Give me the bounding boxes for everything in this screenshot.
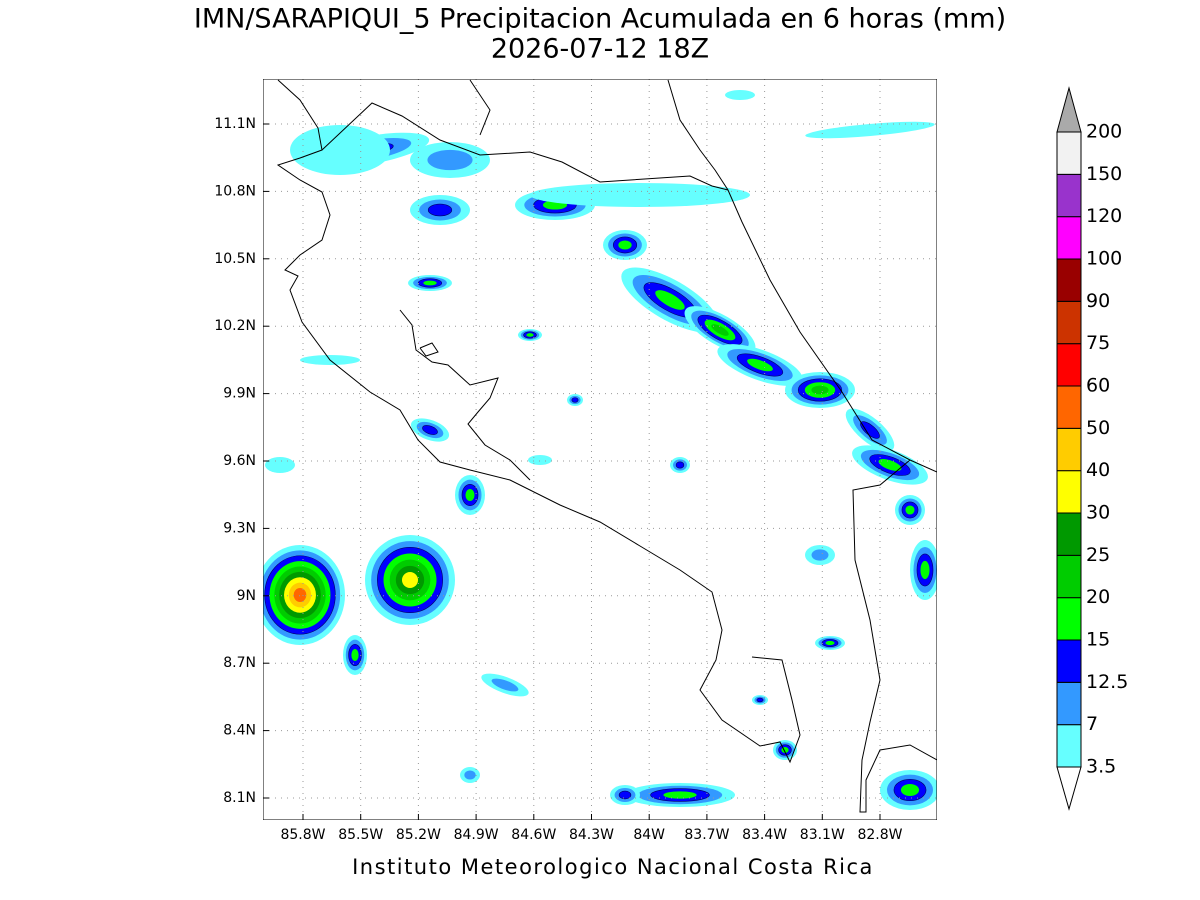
subtitle: 2026-07-12 18Z <box>491 34 709 65</box>
lat-label: 9.6N <box>223 453 256 469</box>
colorbar-segment <box>1056 681 1082 726</box>
colorbar-over <box>1056 86 1082 133</box>
precip-contour <box>900 783 920 797</box>
colorbar-segment <box>1056 385 1082 429</box>
colorbar-segment <box>1056 639 1082 683</box>
lat-label: 10.5N <box>214 251 256 267</box>
precip-contour <box>655 290 685 310</box>
precip-contour <box>811 385 829 395</box>
lon-label: 83.4W <box>742 827 787 843</box>
precip-contour <box>571 397 579 403</box>
precip-contour <box>427 203 453 217</box>
precip-contour <box>465 488 475 502</box>
colorbar-label: 30 <box>1086 502 1110 524</box>
colorbar-label: 100 <box>1086 248 1122 270</box>
colorbar: 3.5 7 12.5 15 20 25 30 40 50 60 75 90 100 120 150 200 <box>1056 86 1128 811</box>
precip-contour <box>711 324 729 336</box>
precip-contour <box>825 640 835 646</box>
lon-label: 83.1W <box>800 827 845 843</box>
lat-label: 11.1N <box>214 116 256 132</box>
precip-contour <box>725 90 755 100</box>
lon-label: 84.9W <box>454 827 499 843</box>
precip-contour <box>401 571 419 589</box>
precip-contour <box>526 333 534 337</box>
precip-contour <box>618 790 632 800</box>
precip-contour <box>528 455 552 465</box>
title: IMN/SARAPIQUI_5 Precipitacion Acumulada … <box>194 4 1006 35</box>
colorbar-label: 15 <box>1086 629 1110 651</box>
colorbar-segment <box>1056 512 1082 556</box>
colorbar-segment <box>1056 724 1082 768</box>
colorbar-label: 150 <box>1086 163 1122 185</box>
precip-contour <box>530 183 750 207</box>
colorbar-segment <box>1056 173 1082 218</box>
lon-label: 83.7W <box>684 827 729 843</box>
graticule: 11.1N 10.8N 10.5N 10.2N 9.9N 9.6N 9.3N 9N 8.7N 8.… <box>214 79 937 843</box>
colorbar-label: 120 <box>1086 205 1122 227</box>
colorbar-segment <box>1056 343 1082 387</box>
precip-contour <box>265 457 295 473</box>
colorbar-label: 25 <box>1086 544 1110 566</box>
footer: Instituto Meteorologico Nacional Costa R… <box>352 855 874 879</box>
colorbar-label: 60 <box>1086 375 1110 397</box>
precip-contour <box>905 505 915 515</box>
coastlines <box>263 79 937 820</box>
lon-label: 85.8W <box>280 827 325 843</box>
lat-label: 9.9N <box>223 386 256 402</box>
lon-label: 84W <box>633 827 665 843</box>
precip-contour <box>618 240 632 250</box>
lat-label: 10.2N <box>214 318 256 334</box>
colorbar-segment <box>1056 258 1082 302</box>
colorbar-label: 50 <box>1086 417 1110 439</box>
precip-contour <box>293 588 307 602</box>
lat-label: 10.8N <box>214 183 256 199</box>
precip-contour <box>675 461 685 469</box>
precip-contour <box>878 459 902 471</box>
lon-label: 84.6W <box>511 827 556 843</box>
precip-contour <box>351 648 359 662</box>
precip-contour <box>811 549 829 561</box>
lon-label: 85.5W <box>338 827 383 843</box>
colorbar-under <box>1056 766 1082 811</box>
precip-contour <box>427 149 473 171</box>
colorbar-segment <box>1056 597 1082 641</box>
precip-contour <box>290 125 390 175</box>
colorbar-label: 75 <box>1086 332 1110 354</box>
precipitation-field <box>263 90 937 810</box>
colorbar-label: 200 <box>1086 121 1122 143</box>
precip-contour <box>491 678 519 692</box>
precip-contour <box>920 560 930 580</box>
lon-label: 82.8W <box>857 827 902 843</box>
colorbar-segment <box>1056 427 1082 472</box>
precip-contour <box>464 770 476 780</box>
lat-label: 8.7N <box>223 655 256 671</box>
precip-contour <box>422 425 438 435</box>
colorbar-label: 90 <box>1086 290 1110 312</box>
precip-contour <box>805 121 935 139</box>
precip-contour <box>747 358 773 372</box>
colorbar-segment <box>1056 300 1082 345</box>
colorbar-label: 12.5 <box>1086 671 1128 693</box>
colorbar-segment <box>1056 216 1082 260</box>
lat-label: 9.3N <box>223 520 256 536</box>
lat-label: 8.1N <box>223 790 256 806</box>
precip-contour <box>756 697 764 703</box>
colorbar-label: 3.5 <box>1086 756 1116 778</box>
lon-label: 84.3W <box>569 827 614 843</box>
colorbar-segment <box>1056 470 1082 514</box>
colorbar-label: 20 <box>1086 586 1110 608</box>
colorbar-label: 7 <box>1086 713 1098 735</box>
precip-contour <box>423 280 437 286</box>
colorbar-segment <box>1056 554 1082 599</box>
lat-label: 8.4N <box>223 723 256 739</box>
precip-contour <box>663 791 697 799</box>
colorbar-label: 40 <box>1086 459 1110 481</box>
colorbar-segment <box>1056 131 1082 175</box>
lat-label: 9N <box>237 588 256 604</box>
lon-label: 85.2W <box>396 827 441 843</box>
